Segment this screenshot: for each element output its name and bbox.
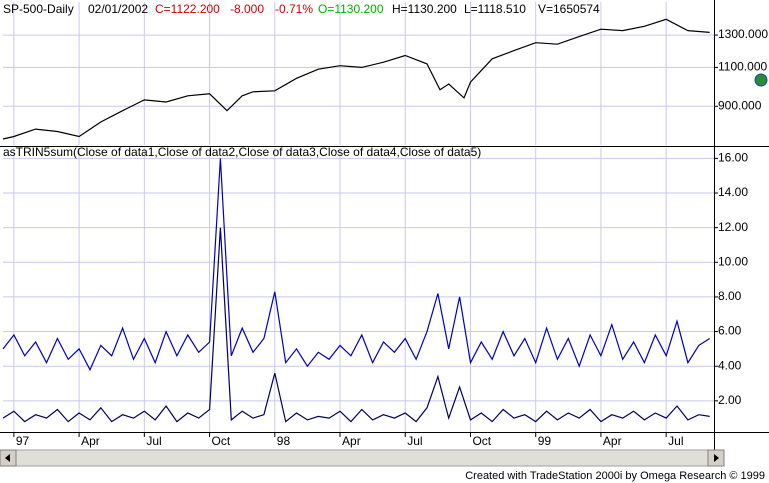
x-tick-label: Oct [212, 434, 231, 448]
x-tick-label: Jul [668, 434, 683, 448]
x-tick-label: 98 [277, 434, 291, 448]
x-tick-label: Jul [407, 434, 422, 448]
open: O=1130.200 [318, 2, 384, 16]
x-tick-label: Apr [342, 434, 361, 448]
x-tick-label: Apr [81, 434, 100, 448]
volume: V=1650574 [538, 2, 600, 16]
x-tick-label: Oct [472, 434, 491, 448]
change-pct: -0.71% [275, 2, 313, 16]
low: L=1118.510 [464, 2, 526, 16]
study-title: asTRIN5sum(Close of data1,Close of data2… [3, 145, 481, 159]
data-line [2, 227, 710, 423]
x-tick-label: Apr [603, 434, 622, 448]
y-tick-label: 10.00 [718, 254, 748, 268]
date: 02/01/2002 [88, 2, 148, 16]
close: C=1122.200 [155, 2, 220, 16]
y-tick-label: 8.00 [718, 289, 742, 303]
arrow-icon [714, 454, 719, 462]
scrollbar[interactable] [0, 449, 725, 467]
y-tick-label: 16.00 [718, 151, 748, 165]
high: H=1130.200 [392, 2, 457, 16]
y-tick-label: 1300.000 [718, 27, 768, 41]
arrow-icon [5, 454, 10, 462]
y-tick-label: 900.000 [718, 98, 762, 112]
y-tick-label: 1100.000 [718, 60, 767, 74]
data-line [2, 158, 711, 372]
y-tick-label: 14.00 [718, 185, 748, 199]
data-line [2, 18, 710, 140]
y-tick-label: 4.00 [718, 358, 742, 372]
x-tick-label: Jul [146, 434, 161, 448]
change: -8.000 [230, 2, 264, 16]
footer: Created with TradeStation 2000i by Omega… [465, 470, 765, 482]
y-tick-label: 2.00 [718, 393, 742, 407]
x-tick-label: 99 [538, 434, 552, 448]
x-tick-label: 97 [16, 434, 30, 448]
y-tick-label: 12.00 [718, 220, 748, 234]
globe-icon[interactable] [754, 73, 768, 87]
y-tick-label: 6.00 [718, 324, 742, 338]
symbol: SP-500-Daily [3, 2, 74, 16]
